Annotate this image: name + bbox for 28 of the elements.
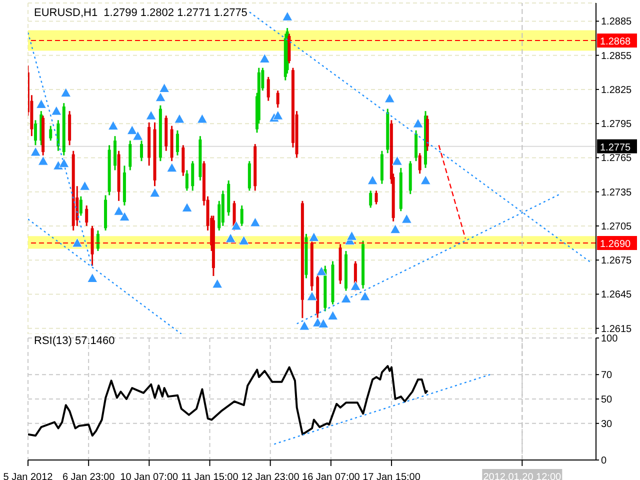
- y-tick-label: 100: [601, 334, 618, 345]
- ref-line-label: 1.2868: [600, 36, 632, 48]
- y-tick-label: 1.2795: [601, 119, 632, 130]
- y-tick-label: 1.2825: [601, 84, 632, 96]
- x-tick-label: 2012.01.20 12:00: [483, 472, 562, 480]
- y-tick-label: 1.2885: [601, 16, 632, 28]
- x-tick-label: 5 Jan 2012: [3, 472, 54, 480]
- x-tick-label: 6 Jan 23:00: [62, 472, 116, 480]
- chart-title: EURUSD,H1 1.2799 1.2802 1.2771 1.2775: [34, 7, 248, 19]
- x-tick-label: 17 Jan 15:00: [362, 472, 421, 480]
- x-tick-label: 11 Jan 15:00: [181, 472, 239, 480]
- y-tick-label: 1.2615: [601, 324, 632, 335]
- y-tick-label: 70: [601, 370, 613, 382]
- x-tick-label: 12 Jan 23:00: [241, 472, 300, 480]
- y-tick-label: 0: [601, 456, 607, 467]
- y-tick-label: 1.2705: [601, 221, 632, 232]
- y-tick-label: 1.2765: [601, 153, 632, 164]
- chart-title: RSI(13) 57.1460: [34, 335, 115, 347]
- ref-line-label: 1.2690: [600, 239, 632, 250]
- x-tick-label: 10 Jan 07:00: [120, 472, 179, 480]
- ref-line-label: 1.2775: [600, 142, 632, 154]
- y-tick-label: 1.2855: [601, 50, 632, 62]
- y-tick-label: 1.2675: [601, 256, 632, 267]
- x-tick-label: 16 Jan 07:00: [302, 472, 360, 480]
- y-tick-label: 50: [601, 394, 613, 406]
- y-tick-label: 1.2735: [601, 187, 632, 198]
- y-tick-label: 1.2645: [601, 290, 632, 301]
- y-tick-label: 30: [601, 418, 613, 430]
